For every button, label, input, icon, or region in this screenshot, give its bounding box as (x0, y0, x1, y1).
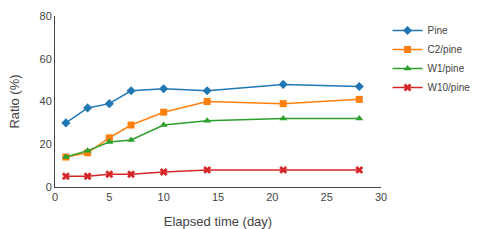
svg-text:10: 10 (158, 191, 170, 203)
svg-text:Elapsed time (day): Elapsed time (day) (164, 214, 272, 229)
svg-text:80: 80 (40, 10, 52, 22)
svg-text:60: 60 (40, 53, 52, 65)
svg-text:5: 5 (106, 191, 112, 203)
svg-text:0: 0 (46, 181, 52, 193)
svg-text:C2/pine: C2/pine (428, 44, 463, 55)
svg-text:20: 20 (266, 191, 278, 203)
svg-text:25: 25 (321, 191, 333, 203)
svg-text:15: 15 (212, 191, 224, 203)
svg-text:W10/pine: W10/pine (428, 82, 471, 93)
svg-text:0: 0 (52, 191, 58, 203)
svg-text:40: 40 (40, 95, 52, 107)
svg-text:20: 20 (40, 138, 52, 150)
svg-text:Pine: Pine (428, 25, 448, 36)
svg-text:Ratio (%): Ratio (%) (7, 74, 22, 128)
svg-text:30: 30 (375, 191, 387, 203)
svg-text:W1/pine: W1/pine (428, 63, 465, 74)
